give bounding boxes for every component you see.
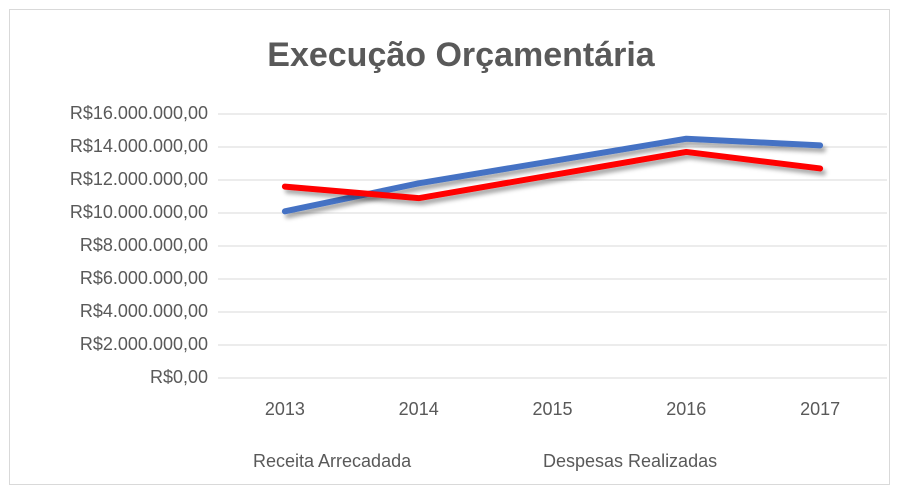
x-tick-label: 2014 [399, 399, 439, 419]
y-tick-label: R$2.000.000,00 [80, 334, 208, 354]
y-tick-label: R$6.000.000,00 [80, 268, 208, 288]
y-tick-label: R$4.000.000,00 [80, 301, 208, 321]
legend-label: Receita Arrecadada [253, 451, 412, 471]
y-tick-label: R$10.000.000,00 [70, 202, 208, 222]
x-tick-label: 2017 [800, 399, 840, 419]
chart-title: Execução Orçamentária [267, 36, 656, 74]
y-tick-label: R$16.000.000,00 [70, 103, 208, 123]
chart-border [9, 9, 890, 485]
x-tick-label: 2015 [532, 399, 572, 419]
y-tick-label: R$12.000.000,00 [70, 169, 208, 189]
data-line [281, 148, 824, 202]
y-tick-label: R$14.000.000,00 [70, 136, 208, 156]
x-tick-label: 2013 [265, 399, 305, 419]
legend-label: Despesas Realizadas [543, 451, 717, 471]
y-tick-label: R$0,00 [150, 367, 208, 387]
x-tick-label: 2016 [666, 399, 706, 419]
y-tick-label: R$8.000.000,00 [80, 235, 208, 255]
